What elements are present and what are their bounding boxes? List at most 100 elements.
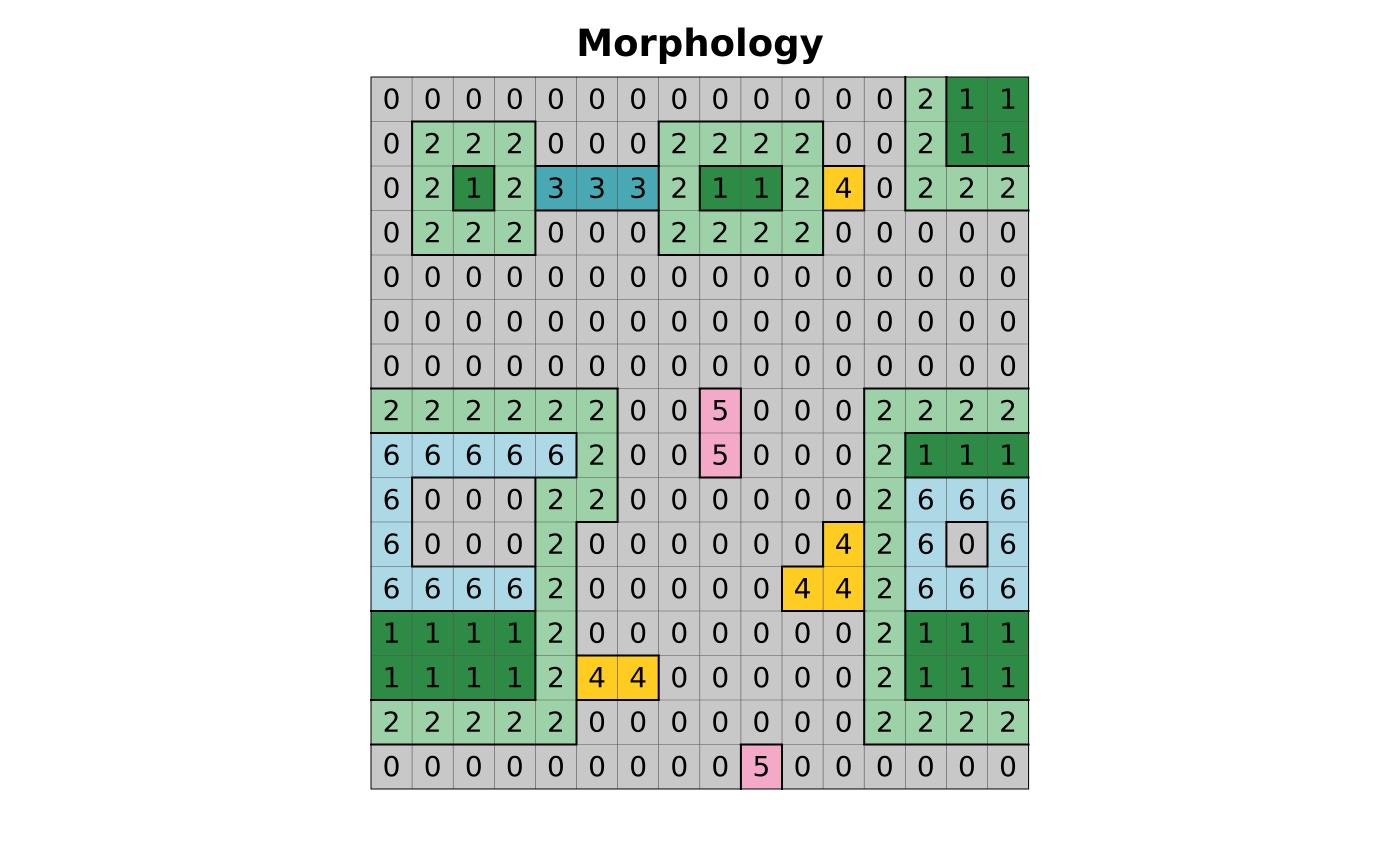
cell-value-label: 6	[383, 572, 401, 605]
cell-value-label: 0	[424, 750, 442, 783]
grid-cell	[699, 611, 742, 656]
cell-value-label: 0	[424, 483, 442, 516]
grid-cell	[946, 166, 988, 211]
grid-cell	[823, 477, 865, 523]
grid-cell	[576, 611, 618, 656]
grid-cell	[535, 744, 577, 790]
grid-cell	[905, 121, 947, 167]
cell-value-label: 0	[999, 349, 1017, 382]
grid-cell	[453, 344, 495, 389]
cell-value-label: 0	[670, 82, 688, 115]
grid-cell	[864, 299, 906, 345]
cell-value-label: 1	[383, 661, 401, 694]
cell-value-label: 0	[465, 305, 483, 338]
cell-value-label: 0	[999, 750, 1017, 783]
grid-cell	[494, 566, 536, 612]
grid-cell	[494, 655, 536, 701]
cell-value-label: 2	[876, 394, 894, 427]
cell-value-label: 0	[670, 349, 688, 382]
cell-value-label: 0	[835, 127, 853, 160]
grid-cell	[494, 744, 536, 790]
cell-value-label: 0	[588, 705, 606, 738]
cell-value-label: 2	[876, 705, 894, 738]
cell-value-label: 0	[876, 127, 894, 160]
grid-cell	[864, 655, 906, 701]
cell-value-label: 2	[917, 127, 935, 160]
cell-value-label: 2	[383, 705, 401, 738]
cell-value-label: 0	[958, 216, 976, 249]
cell-value-label: 0	[506, 260, 524, 293]
grid-cell	[740, 655, 783, 701]
cell-value-label: 2	[588, 438, 606, 471]
cell-value-label: 6	[506, 438, 524, 471]
cell-value-label: 0	[629, 438, 647, 471]
grid-cell	[864, 166, 906, 211]
cell-value-label: 0	[670, 572, 688, 605]
cell-value-label: 0	[876, 171, 894, 204]
cell-value-label: 2	[588, 483, 606, 516]
grid-cell	[453, 611, 495, 656]
grid-cell	[823, 433, 865, 478]
grid-cell	[494, 700, 536, 745]
cell-value-label: 1	[999, 82, 1017, 115]
cell-value-label: 0	[588, 127, 606, 160]
grid-cell	[782, 566, 824, 612]
cell-value-label: 1	[465, 661, 483, 694]
cell-value-label: 6	[383, 483, 401, 516]
cell-value-label: 6	[506, 572, 524, 605]
grid-cell	[453, 655, 495, 701]
cell-value-label: 0	[835, 438, 853, 471]
cell-value-label: 0	[753, 661, 771, 694]
grid-cell	[699, 744, 742, 790]
grid-cell	[987, 344, 1029, 389]
grid-cell	[535, 433, 577, 478]
cell-value-label: 0	[383, 171, 401, 204]
grid-cell	[412, 210, 454, 256]
grid-cell	[617, 210, 659, 256]
grid-cell	[412, 121, 454, 167]
grid-cell	[987, 166, 1029, 211]
grid-cell	[412, 655, 454, 701]
cell-value-label: 1	[999, 616, 1017, 649]
grid-cell	[740, 744, 783, 790]
grid-cell	[658, 210, 701, 256]
grid-cell	[946, 433, 988, 478]
grid-cell	[535, 210, 577, 256]
cell-value-label: 0	[753, 705, 771, 738]
grid-cell	[864, 77, 906, 122]
grid-cell	[946, 655, 988, 701]
cell-value-label: 0	[629, 483, 647, 516]
grid-cell	[494, 611, 536, 656]
cell-value-label: 6	[999, 527, 1017, 560]
cell-value-label: 0	[383, 127, 401, 160]
grid-cell	[740, 166, 783, 211]
grid-cell	[864, 566, 906, 612]
cell-value-label: 0	[794, 260, 812, 293]
cell-value-label: 1	[958, 127, 976, 160]
grid-cell	[371, 744, 413, 790]
cell-value-label: 6	[958, 483, 976, 516]
cell-value-label: 0	[629, 305, 647, 338]
cell-value-label: 0	[711, 305, 729, 338]
grid-cell	[576, 700, 618, 745]
grid-cell	[412, 388, 454, 434]
grid-cell	[453, 255, 495, 300]
cell-value-label: 4	[835, 572, 853, 605]
cell-value-label: 0	[711, 349, 729, 382]
grid-cell	[864, 744, 906, 790]
grid-cell	[453, 388, 495, 434]
cell-value-label: 6	[999, 572, 1017, 605]
cell-value-label: 2	[917, 394, 935, 427]
cell-value-label: 0	[794, 438, 812, 471]
cell-value-label: 0	[958, 305, 976, 338]
grid-cell	[864, 388, 906, 434]
cell-value-label: 1	[711, 171, 729, 204]
cell-value-label: 1	[383, 616, 401, 649]
cell-value-label: 0	[588, 349, 606, 382]
cell-value-label: 6	[547, 438, 565, 471]
cell-value-label: 0	[629, 705, 647, 738]
grid-cell	[946, 566, 988, 612]
cell-value-label: 4	[794, 572, 812, 605]
grid-cell	[371, 477, 413, 523]
cell-value-label: 2	[876, 616, 894, 649]
